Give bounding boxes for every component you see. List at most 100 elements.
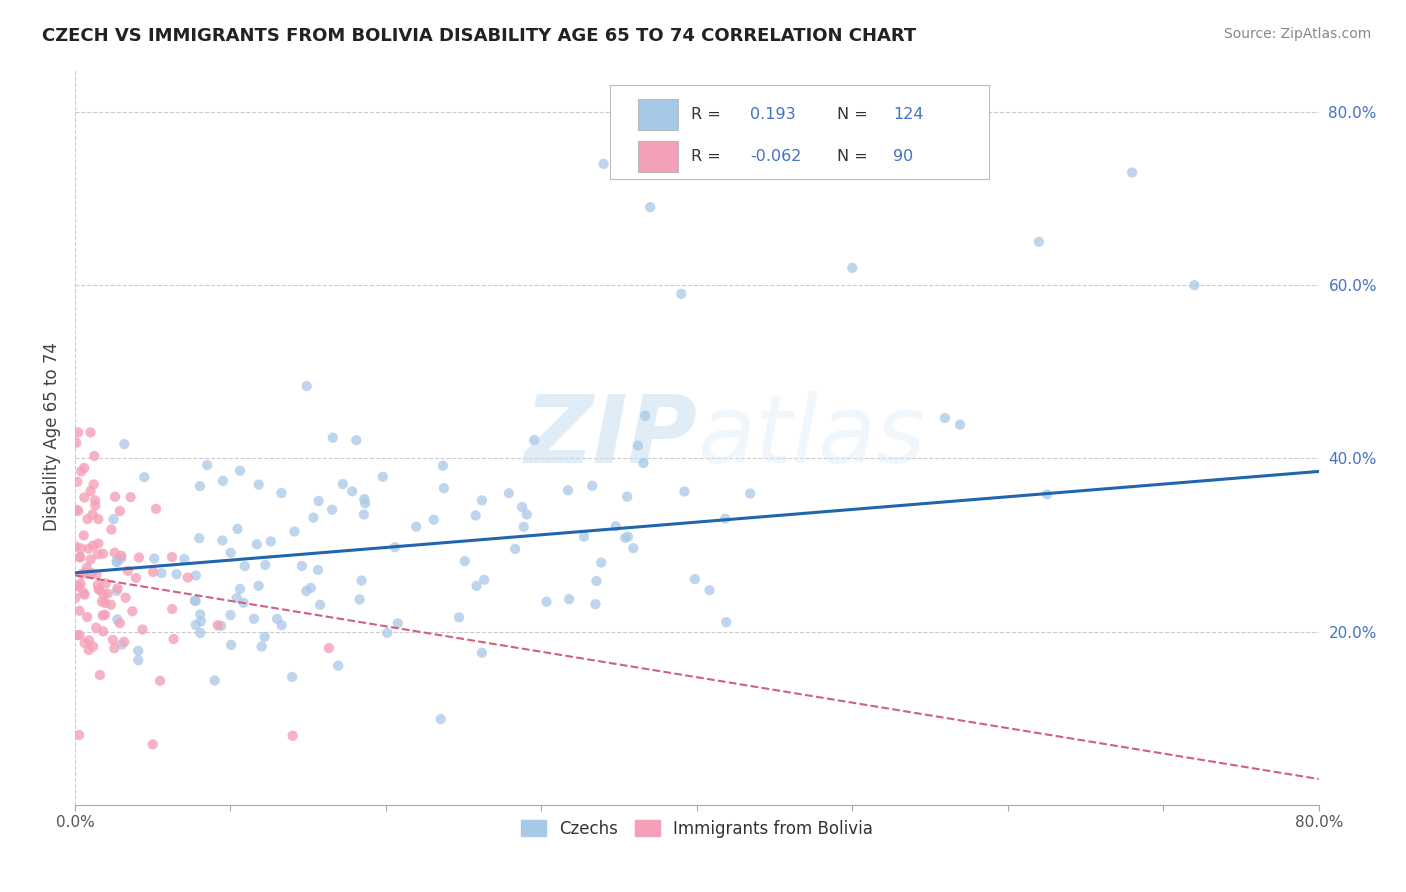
Point	[585, 574, 607, 588]
Point	[266, 612, 288, 626]
Point	[84, 493, 107, 508]
Point	[432, 458, 454, 473]
Point	[128, 550, 150, 565]
Point	[226, 522, 249, 536]
Point	[73, 588, 96, 602]
Point	[633, 456, 655, 470]
Point	[472, 573, 495, 587]
Point	[87, 547, 110, 561]
Point	[207, 618, 229, 632]
Point	[429, 712, 451, 726]
Point	[82, 640, 104, 654]
Point	[75, 566, 97, 580]
Text: -0.062: -0.062	[751, 149, 801, 164]
Point	[104, 546, 127, 560]
Point	[188, 607, 211, 622]
Point	[195, 458, 218, 472]
Text: 90: 90	[893, 149, 914, 164]
Point	[69, 576, 91, 591]
Point	[70, 566, 93, 581]
Point	[107, 582, 129, 596]
Point	[465, 579, 488, 593]
Point	[87, 536, 110, 550]
Point	[616, 490, 638, 504]
Point	[510, 500, 533, 514]
Point	[84, 621, 107, 635]
Point	[673, 484, 696, 499]
Point	[1028, 235, 1050, 249]
Point	[150, 566, 173, 581]
Point	[321, 502, 343, 516]
Point	[87, 582, 110, 597]
Point	[65, 435, 87, 450]
Point	[77, 633, 100, 648]
Y-axis label: Disability Age 65 to 74: Disability Age 65 to 74	[44, 343, 60, 532]
Point	[949, 417, 972, 432]
Point	[349, 592, 371, 607]
Point	[433, 481, 456, 495]
Point	[114, 591, 136, 605]
Point	[247, 579, 270, 593]
Point	[125, 571, 148, 585]
Point	[160, 602, 183, 616]
Point	[934, 411, 956, 425]
Point	[110, 551, 132, 566]
Point	[614, 531, 637, 545]
Point	[65, 503, 87, 517]
Point	[67, 604, 90, 618]
Point	[86, 567, 108, 582]
Point	[253, 630, 276, 644]
Point	[108, 616, 131, 631]
Point	[281, 729, 304, 743]
Point	[66, 475, 89, 489]
Point	[76, 610, 98, 624]
Point	[841, 260, 863, 275]
Point	[307, 563, 329, 577]
Point	[536, 595, 558, 609]
Point	[108, 504, 131, 518]
Point	[350, 574, 373, 588]
Point	[79, 425, 101, 440]
Point	[558, 592, 581, 607]
Point	[105, 554, 128, 568]
Point	[270, 618, 292, 632]
Point	[65, 579, 87, 593]
Text: ZIP: ZIP	[524, 391, 697, 483]
Point	[127, 653, 149, 667]
Point	[76, 512, 98, 526]
Text: N =: N =	[838, 107, 868, 122]
Point	[80, 566, 103, 581]
Point	[638, 200, 661, 214]
Point	[1182, 278, 1205, 293]
Point	[219, 638, 242, 652]
Text: CZECH VS IMMIGRANTS FROM BOLIVIA DISABILITY AGE 65 TO 74 CORRELATION CHART: CZECH VS IMMIGRANTS FROM BOLIVIA DISABIL…	[42, 27, 917, 45]
Point	[1036, 487, 1059, 501]
Point	[229, 464, 252, 478]
Point	[183, 593, 205, 607]
Point	[87, 512, 110, 526]
Point	[353, 491, 375, 506]
Point	[233, 559, 256, 574]
Point	[371, 470, 394, 484]
Point	[121, 604, 143, 618]
Point	[634, 409, 657, 423]
Point	[447, 610, 470, 624]
Point	[94, 576, 117, 591]
Point	[65, 591, 87, 605]
Point	[103, 512, 125, 526]
Point	[184, 568, 207, 582]
Text: R =: R =	[690, 107, 720, 122]
Point	[84, 499, 107, 513]
Point	[91, 547, 114, 561]
Point	[89, 582, 111, 597]
Point	[73, 528, 96, 542]
Point	[354, 496, 377, 510]
Point	[384, 541, 406, 555]
Point	[340, 484, 363, 499]
Point	[131, 623, 153, 637]
Point	[104, 490, 127, 504]
Text: R =: R =	[690, 149, 720, 164]
Point	[260, 534, 283, 549]
Point	[714, 511, 737, 525]
Point	[332, 477, 354, 491]
